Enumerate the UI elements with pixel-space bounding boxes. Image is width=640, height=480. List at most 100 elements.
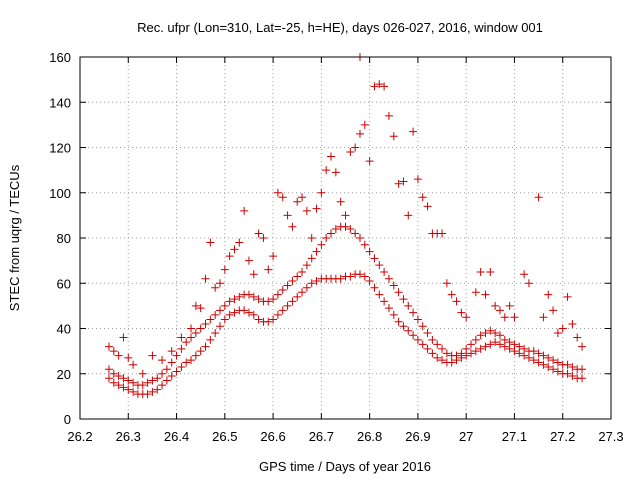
data-point — [278, 193, 287, 202]
data-point — [568, 372, 577, 381]
data-point — [264, 297, 273, 306]
data-point — [500, 335, 509, 344]
data-point — [196, 324, 205, 333]
y-tick-label: 40 — [57, 322, 71, 337]
data-point — [389, 281, 398, 290]
data-point — [317, 240, 326, 249]
data-point — [182, 358, 191, 367]
data-point — [302, 283, 311, 292]
x-tick-label: 27 — [459, 429, 473, 444]
data-point — [447, 358, 456, 367]
data-point — [129, 387, 138, 396]
x-tick-label: 26.7 — [309, 429, 334, 444]
data-point — [549, 306, 558, 315]
data-point — [452, 297, 461, 306]
data-point — [476, 344, 485, 353]
x-tick-label: 26.9 — [405, 429, 430, 444]
y-tick-label: 160 — [49, 50, 71, 65]
data-point — [249, 292, 258, 301]
data-point — [182, 338, 191, 347]
data-point — [302, 206, 311, 215]
x-tick-label: 27.2 — [550, 429, 575, 444]
data-point — [457, 308, 466, 317]
data-point — [211, 310, 220, 319]
data-point — [187, 356, 196, 365]
data-point — [317, 188, 326, 197]
data-point — [244, 308, 253, 317]
data-point — [578, 374, 587, 383]
data-point — [409, 308, 418, 317]
data-point — [365, 276, 374, 285]
data-point — [336, 274, 345, 283]
plot-frame — [79, 56, 612, 420]
data-point — [524, 279, 533, 288]
data-point — [423, 202, 432, 211]
data-point — [187, 324, 196, 333]
x-tick-label: 26.5 — [212, 429, 237, 444]
data-point — [563, 292, 572, 301]
data-point — [563, 369, 572, 378]
data-point — [389, 132, 398, 141]
data-point — [254, 315, 263, 324]
data-point — [365, 247, 374, 256]
data-point — [244, 256, 253, 265]
data-point — [273, 290, 282, 299]
data-point — [288, 297, 297, 306]
data-point — [462, 351, 471, 360]
x-tick-label: 26.2 — [67, 429, 92, 444]
data-point — [230, 308, 239, 317]
data-point — [418, 193, 427, 202]
data-point — [104, 365, 113, 374]
data-point — [413, 315, 422, 324]
data-point — [510, 340, 519, 349]
data-point — [341, 222, 350, 231]
data-point — [438, 344, 447, 353]
x-tick-labels: 26.2 26.3 26.4 26.5 26.6 26.7 26.8 26.9 27 27.1 27… — [67, 429, 623, 444]
data-point — [278, 286, 287, 295]
data-point — [355, 270, 364, 279]
data-point — [491, 329, 500, 338]
data-point — [394, 288, 403, 297]
data-point — [153, 374, 162, 383]
data-point — [578, 365, 587, 374]
data-point — [394, 179, 403, 188]
data-point — [370, 283, 379, 292]
data-point — [491, 301, 500, 310]
data-point — [384, 111, 393, 120]
data-point — [433, 353, 442, 362]
data-point — [288, 276, 297, 285]
data-point — [413, 335, 422, 344]
data-point — [428, 349, 437, 358]
points-layer — [104, 53, 587, 399]
data-point — [312, 276, 321, 285]
data-point — [331, 168, 340, 177]
data-point — [172, 351, 181, 360]
data-point — [389, 310, 398, 319]
data-point — [187, 333, 196, 342]
data-point — [235, 292, 244, 301]
data-point — [124, 353, 133, 362]
data-point — [346, 224, 355, 233]
data-point — [269, 295, 278, 304]
y-tick-label: 60 — [57, 276, 71, 291]
x-tick-label: 27.1 — [502, 429, 527, 444]
data-point — [380, 82, 389, 91]
data-point — [225, 252, 234, 261]
data-point — [206, 315, 215, 324]
data-point — [404, 326, 413, 335]
data-point — [505, 344, 514, 353]
data-point — [481, 342, 490, 351]
data-point — [158, 381, 167, 390]
data-point — [283, 281, 292, 290]
data-point — [167, 347, 176, 356]
data-point — [423, 329, 432, 338]
data-point — [312, 204, 321, 213]
data-point — [409, 331, 418, 340]
x-tick-label: 26.4 — [164, 429, 189, 444]
data-point — [269, 252, 278, 261]
data-point — [341, 211, 350, 220]
data-point — [201, 274, 210, 283]
data-point — [148, 387, 157, 396]
grid-layer — [80, 57, 611, 419]
data-point — [360, 272, 369, 281]
